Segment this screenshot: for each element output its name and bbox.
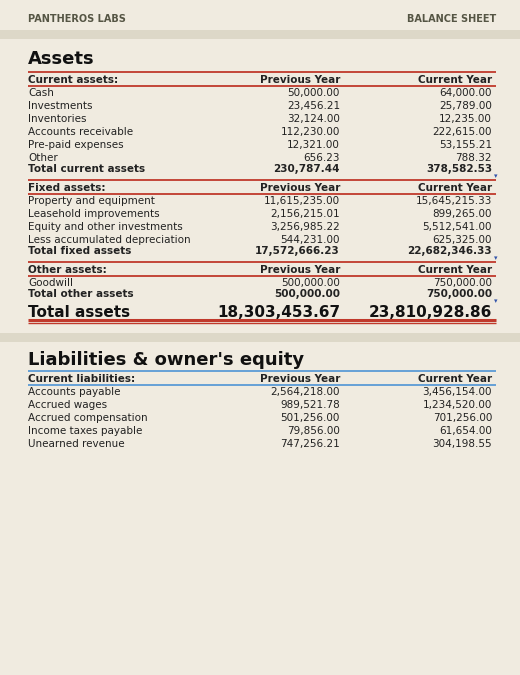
Text: 2,156,215.01: 2,156,215.01 — [270, 209, 340, 219]
Text: Total assets: Total assets — [28, 305, 130, 320]
Text: Accounts receivable: Accounts receivable — [28, 127, 133, 137]
Text: Total fixed assets: Total fixed assets — [28, 246, 132, 256]
Text: Current Year: Current Year — [418, 183, 492, 193]
Text: Unearned revenue: Unearned revenue — [28, 439, 125, 449]
Text: Income taxes payable: Income taxes payable — [28, 426, 142, 436]
Text: Leasehold improvements: Leasehold improvements — [28, 209, 160, 219]
Text: 17,572,666.23: 17,572,666.23 — [255, 246, 340, 256]
Text: 788.32: 788.32 — [456, 153, 492, 163]
Text: Current liabilities:: Current liabilities: — [28, 374, 135, 384]
Text: 378,582.53: 378,582.53 — [426, 164, 492, 174]
Text: Previous Year: Previous Year — [259, 75, 340, 85]
Text: ▾: ▾ — [494, 255, 498, 261]
Text: Other: Other — [28, 153, 58, 163]
Bar — [0, 30, 520, 39]
Text: 50,000.00: 50,000.00 — [288, 88, 340, 98]
Text: Accrued wages: Accrued wages — [28, 400, 107, 410]
Text: ▾: ▾ — [494, 298, 498, 304]
Text: Current Year: Current Year — [418, 75, 492, 85]
Text: 3,456,154.00: 3,456,154.00 — [422, 387, 492, 397]
Text: Property and equipment: Property and equipment — [28, 196, 155, 206]
Text: Pre-paid expenses: Pre-paid expenses — [28, 140, 124, 150]
Text: Liabilities & owner's equity: Liabilities & owner's equity — [28, 351, 304, 369]
Text: Current Year: Current Year — [418, 265, 492, 275]
Text: Equity and other investments: Equity and other investments — [28, 222, 183, 232]
Text: 53,155.21: 53,155.21 — [439, 140, 492, 150]
Text: 222,615.00: 222,615.00 — [433, 127, 492, 137]
Text: 15,645,215.33: 15,645,215.33 — [415, 196, 492, 206]
Text: 11,615,235.00: 11,615,235.00 — [264, 196, 340, 206]
Text: 625,325.00: 625,325.00 — [433, 235, 492, 245]
Text: 750,000.00: 750,000.00 — [426, 289, 492, 299]
Text: 61,654.00: 61,654.00 — [439, 426, 492, 436]
Text: Accrued compensation: Accrued compensation — [28, 413, 148, 423]
Text: 23,810,928.86: 23,810,928.86 — [369, 305, 492, 320]
Text: 79,856.00: 79,856.00 — [287, 426, 340, 436]
Text: Fixed assets:: Fixed assets: — [28, 183, 106, 193]
Text: 1,234,520.00: 1,234,520.00 — [423, 400, 492, 410]
Text: 701,256.00: 701,256.00 — [433, 413, 492, 423]
Text: 2,564,218.00: 2,564,218.00 — [270, 387, 340, 397]
Text: BALANCE SHEET: BALANCE SHEET — [407, 14, 496, 24]
Text: Total other assets: Total other assets — [28, 289, 134, 299]
Text: Current Year: Current Year — [418, 374, 492, 384]
Text: 22,682,346.33: 22,682,346.33 — [407, 246, 492, 256]
Text: 747,256.21: 747,256.21 — [280, 439, 340, 449]
Text: 989,521.78: 989,521.78 — [280, 400, 340, 410]
Text: Total current assets: Total current assets — [28, 164, 145, 174]
Text: 230,787.44: 230,787.44 — [274, 164, 340, 174]
Text: Previous Year: Previous Year — [259, 265, 340, 275]
Text: 750,000.00: 750,000.00 — [433, 278, 492, 288]
Text: 3,256,985.22: 3,256,985.22 — [270, 222, 340, 232]
Text: 12,235.00: 12,235.00 — [439, 114, 492, 124]
Text: Other assets:: Other assets: — [28, 265, 107, 275]
Text: Current assets:: Current assets: — [28, 75, 118, 85]
Text: 656.23: 656.23 — [304, 153, 340, 163]
Text: Assets: Assets — [28, 50, 95, 68]
Text: 25,789.00: 25,789.00 — [439, 101, 492, 111]
Text: 64,000.00: 64,000.00 — [439, 88, 492, 98]
Text: 899,265.00: 899,265.00 — [433, 209, 492, 219]
Text: Accounts payable: Accounts payable — [28, 387, 121, 397]
Text: 304,198.55: 304,198.55 — [432, 439, 492, 449]
Text: 12,321.00: 12,321.00 — [287, 140, 340, 150]
Text: ▾: ▾ — [494, 173, 498, 179]
Text: Previous Year: Previous Year — [259, 374, 340, 384]
Text: 544,231.00: 544,231.00 — [280, 235, 340, 245]
Text: PANTHEROS LABS: PANTHEROS LABS — [28, 14, 126, 24]
Text: Cash: Cash — [28, 88, 54, 98]
Text: 5,512,541.00: 5,512,541.00 — [422, 222, 492, 232]
Text: 23,456.21: 23,456.21 — [287, 101, 340, 111]
Text: 112,230.00: 112,230.00 — [281, 127, 340, 137]
Text: Previous Year: Previous Year — [259, 183, 340, 193]
Text: 32,124.00: 32,124.00 — [287, 114, 340, 124]
Text: Goodwill: Goodwill — [28, 278, 73, 288]
Text: Inventories: Inventories — [28, 114, 86, 124]
Text: Less accumulated depreciation: Less accumulated depreciation — [28, 235, 191, 245]
Text: 500,000.00: 500,000.00 — [274, 289, 340, 299]
Text: 501,256.00: 501,256.00 — [281, 413, 340, 423]
Text: 18,303,453.67: 18,303,453.67 — [217, 305, 340, 320]
Text: Investments: Investments — [28, 101, 93, 111]
Bar — [0, 333, 520, 342]
Text: 500,000.00: 500,000.00 — [281, 278, 340, 288]
